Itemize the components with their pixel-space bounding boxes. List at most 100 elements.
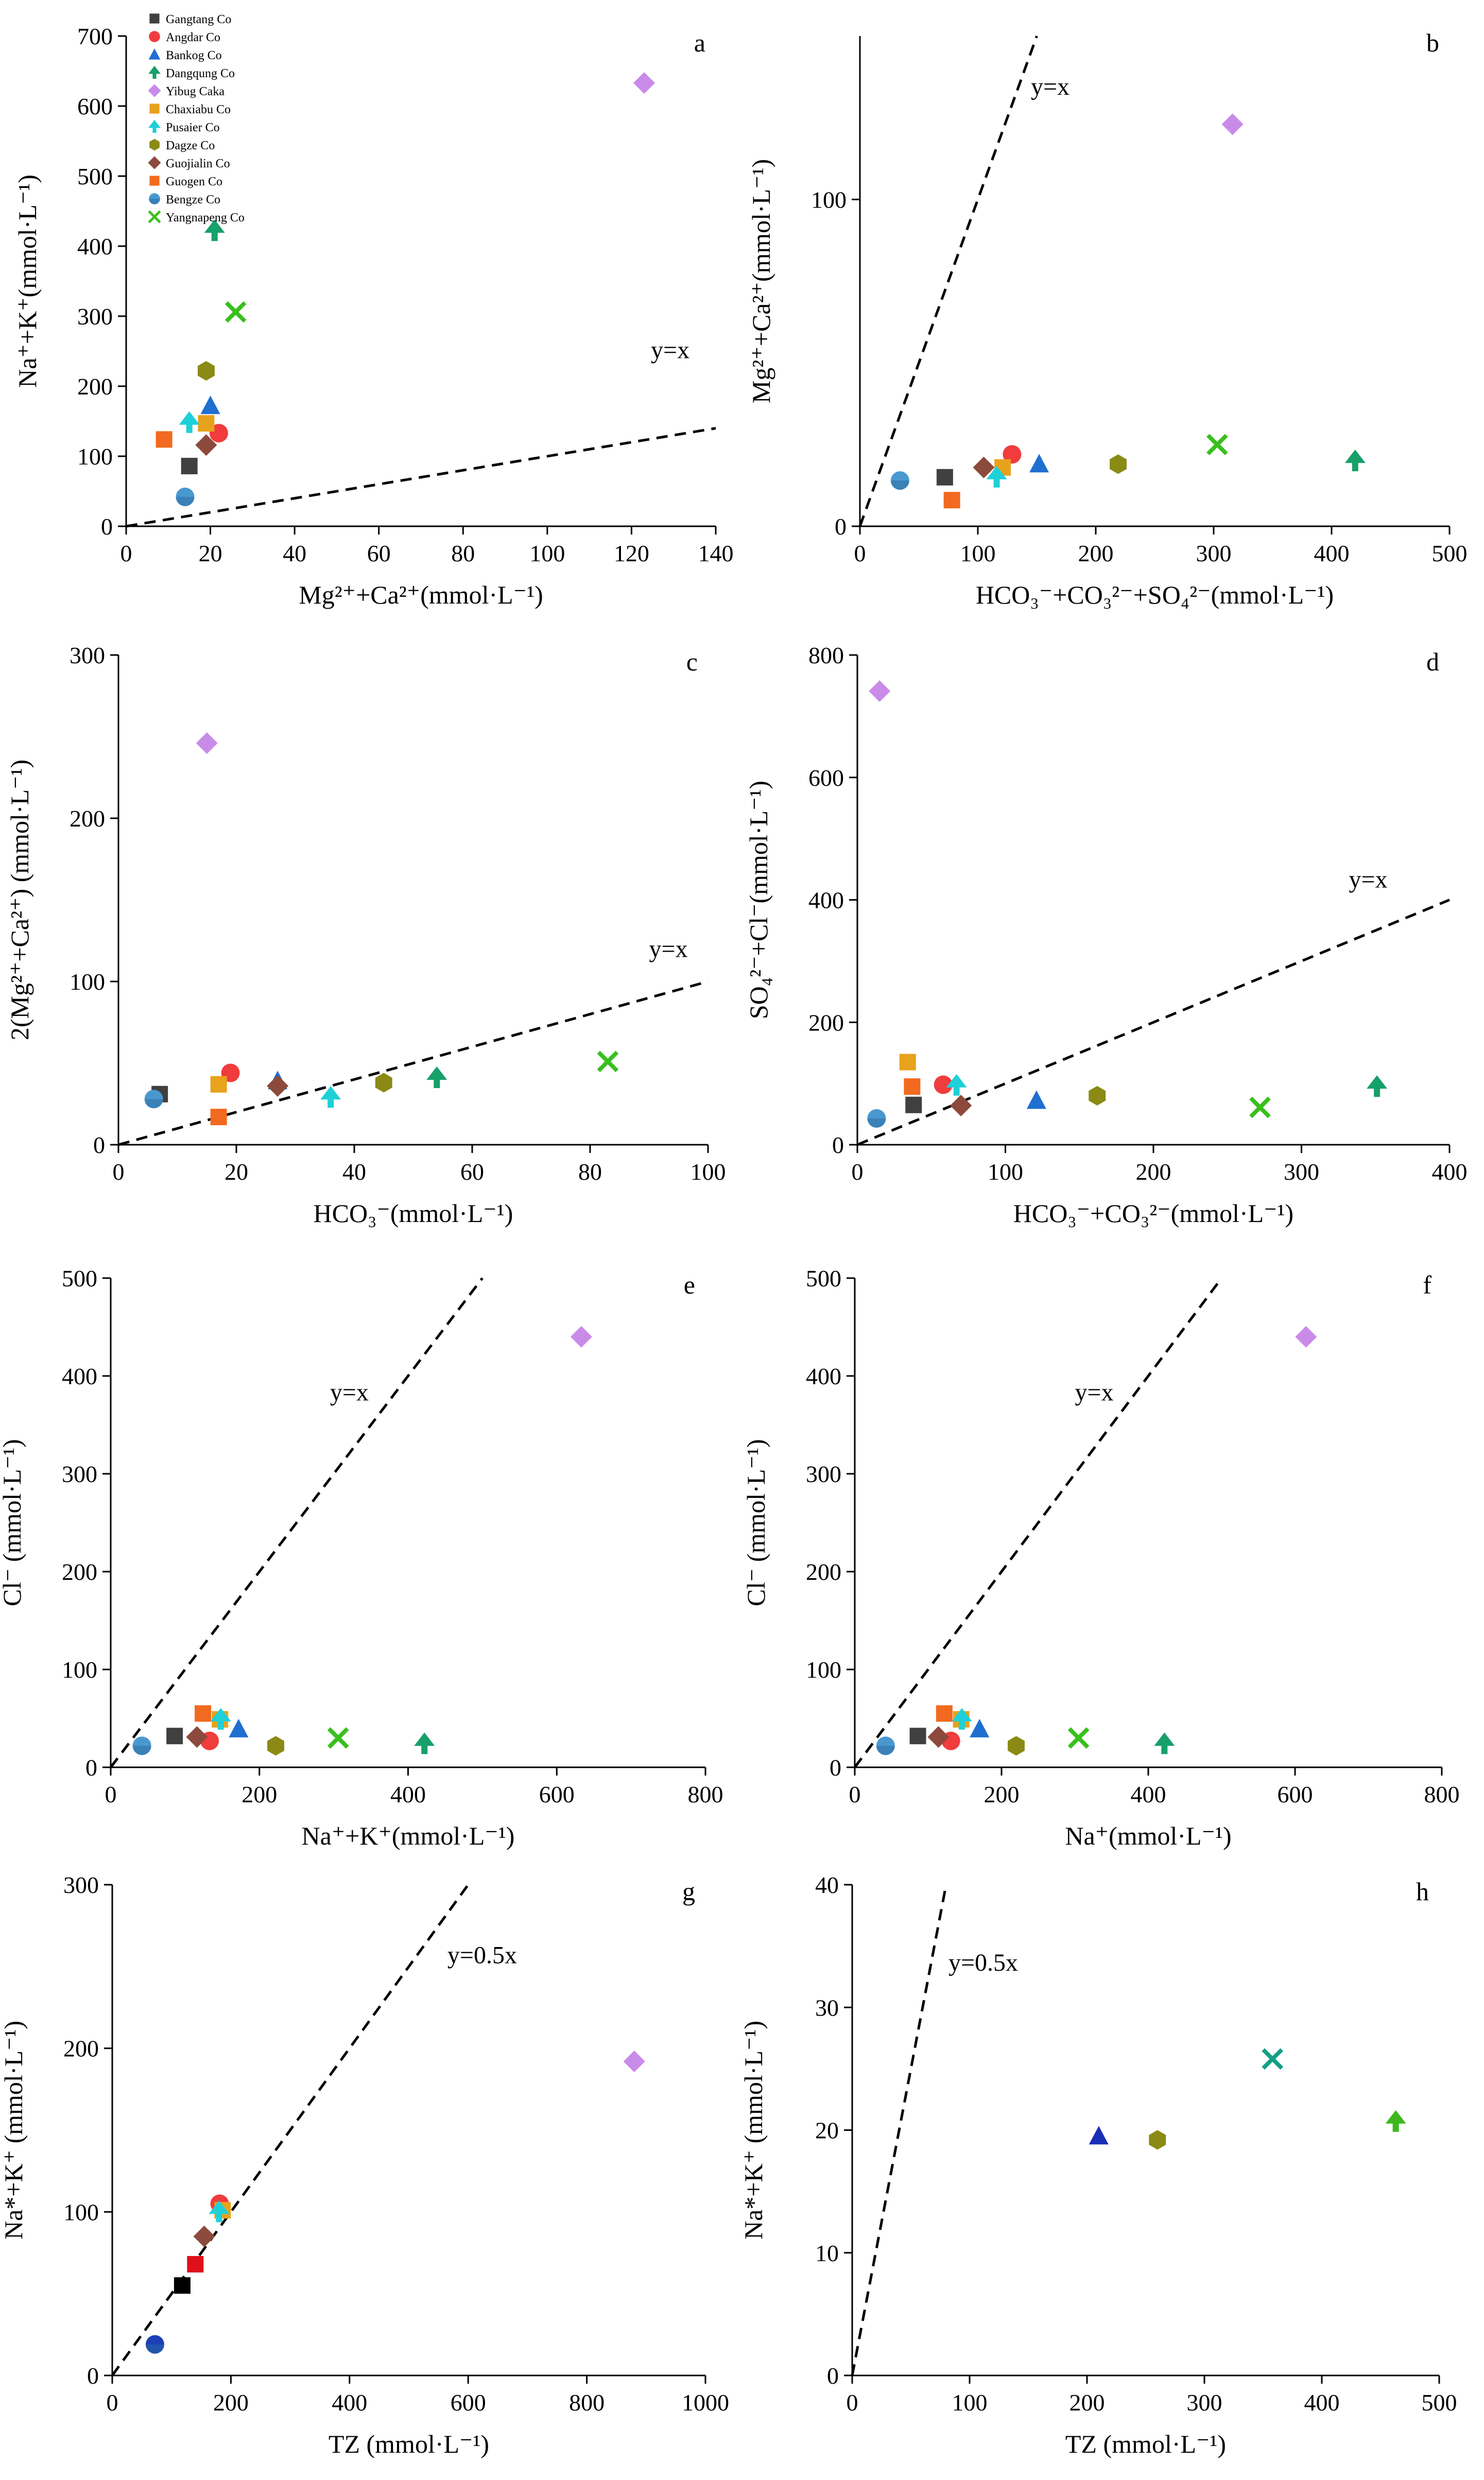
point-yibug-caka (570, 1326, 592, 1348)
y-axis-label: Mg²⁺+Ca²⁺(mmol·L⁻¹) (747, 159, 775, 404)
point-pusaier-co (210, 1708, 231, 1730)
y-tick-label: 0 (830, 1754, 841, 1781)
y-tick-label: 600 (808, 765, 844, 791)
y-tick-label: 0 (87, 2363, 99, 2389)
x-tick-label: 200 (241, 1781, 277, 1807)
y-tick-label: 200 (70, 805, 105, 832)
x-tick-label: 100 (529, 540, 565, 566)
reference-line (854, 1277, 1223, 1768)
point-guogen-co (187, 2255, 204, 2272)
legend-label: Gangtang Co (166, 13, 231, 26)
point-chaxiabu-co (198, 415, 215, 432)
panel-b: 0 100 200 300 400 500 0 100 y=x b HCO₃⁻+CO₃²⁻+SO₄²… (747, 28, 1468, 609)
panel-letter: e (684, 1270, 695, 1299)
point-yibug-caka (196, 732, 218, 754)
y-tick-label: 100 (806, 1657, 841, 1683)
panel-letter: b (1426, 28, 1439, 57)
x-axis-label: TZ (mmol·L⁻¹) (1065, 2430, 1226, 2458)
y-tick-label: 100 (811, 186, 847, 213)
y-tick-label: 300 (62, 1461, 97, 1487)
point-bankog-co (970, 1718, 990, 1737)
point-yibug-caka (1221, 113, 1244, 135)
y-axis-label: Cl⁻ (mmol·L⁻¹) (0, 1439, 26, 1607)
x-tick-label: 0 (847, 2389, 858, 2416)
legend-item-angdar-co: Angdar Co (149, 31, 220, 44)
point-pusaier-co (952, 1708, 973, 1730)
point-guojialin-co (193, 2225, 215, 2247)
point-guogen-co (943, 492, 960, 509)
x-tick-label: 100 (988, 1159, 1023, 1185)
point-guojialin-co (267, 1075, 289, 1097)
x-tick-label: 120 (614, 540, 649, 566)
x-tick-label: 500 (1432, 540, 1468, 566)
point-yibug-caka (633, 72, 655, 94)
x-axis-label: TZ (mmol·L⁻¹) (329, 2430, 489, 2458)
legend-marker (148, 84, 161, 97)
y-tick-label: 300 (70, 642, 105, 668)
x-tick-label: 300 (1284, 1159, 1319, 1185)
point-gangtang-co (174, 2277, 191, 2294)
panel-letter: h (1416, 1877, 1429, 1906)
point-dagze-co (267, 1736, 284, 1756)
y-tick-label: 500 (77, 163, 113, 190)
x-tick-label: 20 (225, 1159, 248, 1185)
point-gangtang-co (936, 469, 953, 486)
x-tick-label: 800 (1424, 1781, 1460, 1807)
y-tick-label: 500 (62, 1265, 97, 1291)
point-dangqung-co (414, 1732, 435, 1754)
y-axis-label: Na*+K⁺ (mmol·L⁻¹) (739, 2021, 768, 2240)
point-bengze-co (867, 1109, 886, 1128)
point-gangtang-co (166, 1728, 183, 1745)
x-tick-label: 600 (1278, 1781, 1313, 1807)
point-chaxiabu-co (899, 1054, 916, 1071)
reference-line-label: y=x (330, 1379, 369, 1406)
reference-line (118, 980, 709, 1146)
y-tick-label: 100 (77, 443, 113, 470)
point-yibug-caka (869, 680, 891, 702)
legend-label: Guogen Co (166, 175, 222, 188)
x-tick-label: 400 (1304, 2389, 1340, 2416)
x-tick-label: 0 (107, 2389, 118, 2416)
panel-letter: c (686, 647, 698, 676)
reference-line (110, 1277, 484, 1768)
x-tick-label: 20 (199, 540, 222, 566)
point-guojialin-co (927, 1726, 950, 1748)
y-tick-label: 0 (827, 2363, 839, 2389)
legend-item-chaxiabu-co: Chaxiabu Co (149, 103, 231, 116)
legend-marker (149, 13, 160, 24)
legend-label: Bankog Co (166, 49, 222, 62)
reference-line (858, 36, 1038, 527)
x-tick-label: 60 (460, 1159, 484, 1185)
y-tick-label: 0 (93, 1132, 105, 1158)
x-tick-label: 140 (698, 540, 734, 566)
y-axis-label: 2(Mg²⁺+Ca²⁺) (mmol·L⁻¹) (5, 760, 34, 1040)
legend-item-bengze-co: Bengze Co (149, 193, 220, 206)
legend-item-dagze-co: Dagze Co (149, 139, 215, 152)
x-tick-label: 0 (849, 1781, 861, 1807)
y-tick-label: 200 (808, 1009, 844, 1036)
legend-label: Yibug Caka (166, 85, 225, 98)
point-dangqung-co (1367, 1075, 1388, 1097)
legend-label: Dagze Co (166, 139, 215, 152)
reference-line (111, 1884, 470, 2376)
y-tick-label: 100 (62, 1657, 97, 1683)
legend-item-yangnapeng-co: Yangnapeng Co (148, 210, 245, 225)
point-pusaier-co (986, 466, 1007, 488)
x-tick-label: 0 (113, 1159, 125, 1185)
reference-line-label: y=x (1075, 1379, 1114, 1406)
x-axis-label: Na⁺+K⁺(mmol·L⁻¹) (302, 1821, 515, 1850)
x-tick-label: 500 (1422, 2389, 1457, 2416)
point-dagze-co (197, 361, 215, 381)
point-guogen-co (210, 1109, 227, 1126)
reference-line (851, 1884, 947, 2376)
reference-line-label: y=0.5x (948, 1949, 1018, 1976)
x-tick-label: 800 (688, 1781, 723, 1807)
reference-line (857, 899, 1450, 1146)
legend-marker (149, 176, 160, 186)
point-pusaier-co (179, 411, 200, 433)
point-dagze-co (1089, 1086, 1106, 1106)
legend-label: Chaxiabu Co (166, 103, 231, 116)
panel-g: 0 200 400 600 800 1000 0 100 200 300 y=0.5x g TZ (mm… (0, 1872, 729, 2458)
